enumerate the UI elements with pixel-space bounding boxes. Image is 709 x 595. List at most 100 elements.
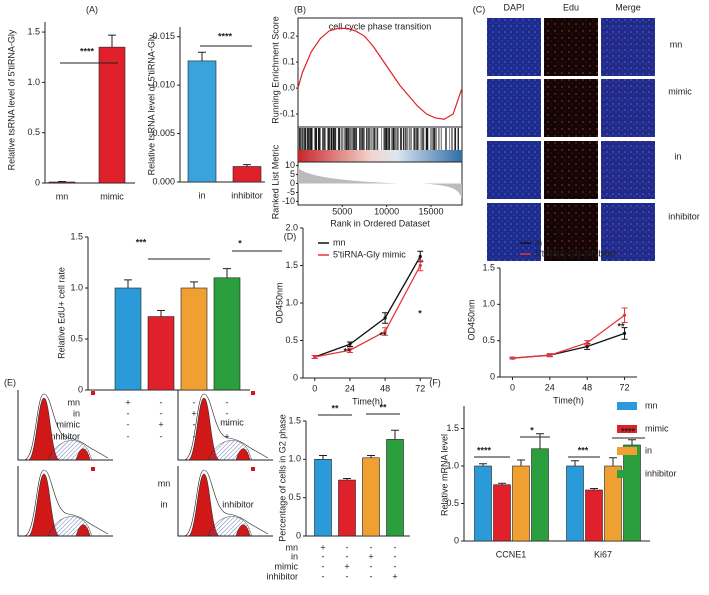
y-tick-label: 0 (35, 177, 40, 187)
x-tick-label: 15000 (418, 206, 443, 216)
condition-label: mn (285, 542, 298, 552)
bar (623, 444, 641, 542)
legend-swatch (617, 470, 637, 478)
error-bar (391, 429, 399, 440)
g2-peak (75, 448, 91, 461)
histogram-key (91, 467, 95, 471)
significance: * (530, 425, 534, 435)
y-tick-label: 0.5 (27, 127, 40, 137)
point (383, 329, 387, 334)
significance: *** (578, 445, 589, 455)
significance: **** (218, 31, 233, 41)
condition-sign: - (226, 408, 229, 418)
x-tick-label: 0 (312, 383, 317, 393)
condition-sign: + (158, 419, 163, 429)
condition-sign: - (370, 561, 373, 571)
panel-label: (D) (284, 231, 297, 241)
error-bar (108, 34, 116, 48)
error-bar (157, 309, 165, 317)
histogram-key (91, 391, 95, 395)
x-axis-label: Time(h) (553, 395, 584, 405)
point (622, 331, 627, 335)
y-axis-label: Relative mRNA level (439, 434, 449, 516)
panel-label: (C) (473, 4, 486, 14)
error-bar (343, 478, 351, 481)
error-bar (628, 439, 636, 445)
micrograph (487, 79, 541, 137)
micrograph (487, 203, 541, 261)
y-tick-label: 0 (296, 530, 301, 540)
y-axis-label: Relative EdU+ cell rate (56, 267, 66, 359)
y-tick-label: 0 (490, 371, 495, 381)
panel-label: (A) (86, 4, 98, 14)
point (585, 344, 589, 349)
y-tick-label: 1.5 (446, 423, 459, 433)
point (510, 356, 515, 360)
condition-label: mn (67, 397, 80, 407)
bar (187, 60, 217, 183)
condition-sign: - (346, 551, 349, 561)
y-axis-label: Running Enrichment Score (270, 16, 280, 124)
micrograph (487, 141, 541, 199)
condition-sign: - (193, 419, 196, 429)
bar (566, 465, 584, 542)
x-axis-label: Rank in Ordered Dataset (330, 218, 430, 228)
significance: ** (617, 321, 625, 331)
point (383, 316, 387, 320)
condition-sign: - (160, 397, 163, 407)
error-bar (319, 455, 327, 460)
error-bar (367, 455, 375, 458)
y-tick-label: 1.0 (482, 299, 495, 309)
g2-peak (75, 524, 91, 537)
condition-sign: - (127, 431, 130, 441)
condition-label: mimic (57, 419, 81, 429)
error-bar (590, 488, 598, 490)
series-line (314, 265, 421, 358)
x-tick-label: 24 (545, 382, 555, 392)
sample-label: inhibitor (222, 499, 254, 509)
bar (474, 465, 492, 542)
bar (585, 489, 603, 542)
condition-sign: - (127, 408, 130, 418)
y-tick-label: 0.1 (282, 56, 295, 66)
micrograph (544, 141, 598, 199)
error-bar (190, 281, 198, 288)
condition-sign: - (160, 408, 163, 418)
legend-swatch (617, 425, 637, 433)
point (548, 353, 552, 357)
series-line (512, 332, 625, 359)
metric-tick-label: 10 (285, 160, 295, 170)
micrograph (601, 203, 655, 261)
error-bar (223, 268, 231, 278)
y-tick-label: 1.5 (288, 415, 301, 425)
panel-label: (B) (294, 4, 306, 14)
condition-sign: - (193, 397, 196, 407)
bar (531, 448, 549, 542)
condition-sign: - (322, 571, 325, 581)
condition-sign: - (346, 542, 349, 552)
y-axis-label: Relative tsRNA level of 5'tiRNA-Gly (6, 29, 16, 170)
y-tick-label: 1.5 (285, 260, 298, 270)
y-tick-label: 0 (454, 535, 459, 545)
y-tick-label: 0.005 (152, 128, 175, 138)
condition-sign: - (160, 431, 163, 441)
significance: **** (80, 46, 95, 56)
x-tick-label: mn (56, 191, 69, 201)
condition-sign: - (226, 419, 229, 429)
condition-label: in (73, 408, 80, 418)
condition-sign: + (224, 431, 229, 441)
condition-sign: + (125, 397, 130, 407)
histogram-outline (183, 469, 269, 537)
bar (232, 166, 262, 183)
condition-sign: - (322, 551, 325, 561)
g2-peak (235, 448, 251, 461)
x-axis-label: Time(h) (352, 396, 383, 406)
y-tick-label: 2.0 (285, 222, 298, 232)
y-tick-label: 1.5 (70, 231, 83, 241)
row-label: mimic (668, 86, 692, 96)
legend-label: in (645, 445, 652, 455)
micrograph (487, 18, 541, 76)
x-tick-label: CCNE1 (496, 549, 527, 559)
x-tick-label: 24 (345, 383, 355, 393)
